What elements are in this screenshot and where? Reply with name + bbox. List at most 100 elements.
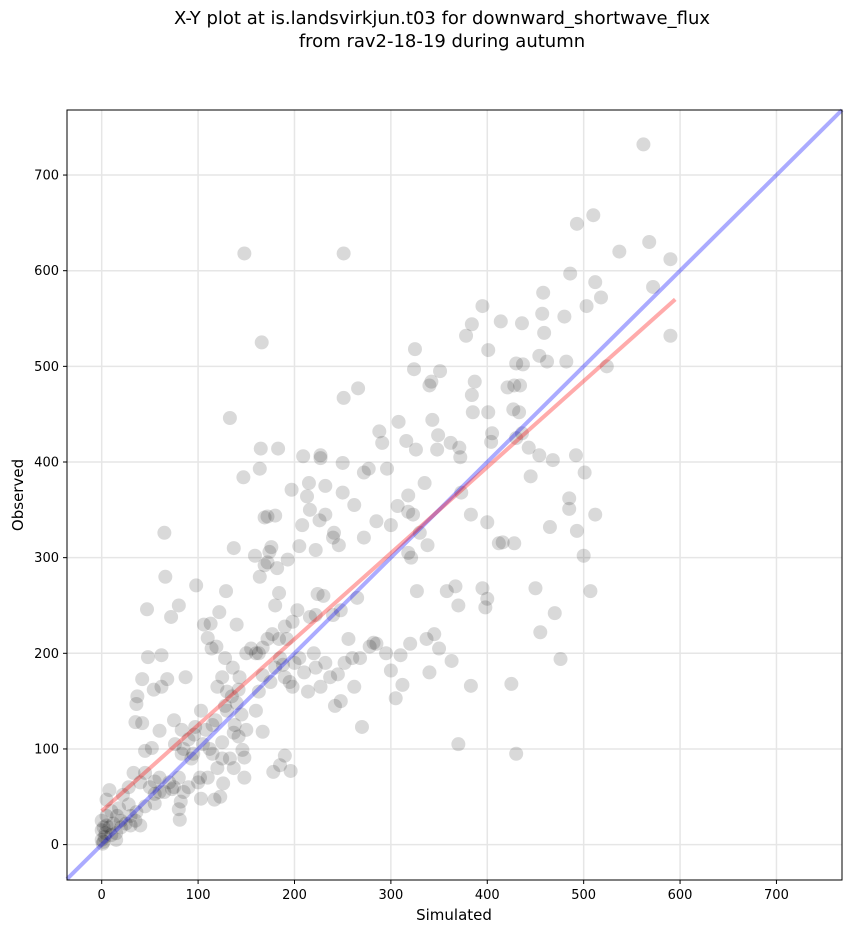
data-point xyxy=(331,538,346,553)
data-point xyxy=(504,676,519,691)
data-point xyxy=(285,614,300,629)
data-point xyxy=(292,651,307,666)
data-point xyxy=(401,545,416,560)
data-point xyxy=(636,137,651,152)
data-point xyxy=(448,579,463,594)
data-point xyxy=(152,785,167,799)
data-point xyxy=(409,584,424,599)
data-point xyxy=(252,461,267,476)
data-point xyxy=(147,796,162,811)
data-point xyxy=(204,641,219,656)
data-point xyxy=(226,541,241,556)
data-point xyxy=(514,316,529,331)
data-point xyxy=(118,816,133,831)
data-point xyxy=(212,605,227,620)
data-point xyxy=(140,650,155,665)
data-point xyxy=(403,636,418,651)
data-point xyxy=(318,507,333,522)
data-point xyxy=(481,405,496,420)
data-point xyxy=(252,569,267,584)
data-point xyxy=(424,374,439,389)
data-point xyxy=(138,743,153,758)
data-point xyxy=(164,609,179,624)
data-point xyxy=(165,782,180,797)
data-point xyxy=(232,670,247,685)
data-point xyxy=(167,737,182,752)
data-point xyxy=(412,525,427,540)
data-point xyxy=(323,670,338,685)
data-point xyxy=(297,665,312,680)
data-point xyxy=(453,450,468,465)
data-point xyxy=(275,657,290,672)
data-point xyxy=(96,820,111,835)
data-point xyxy=(612,244,627,259)
data-point xyxy=(588,507,603,522)
data-point xyxy=(569,216,584,231)
data-point xyxy=(231,682,246,697)
data-point xyxy=(210,761,225,776)
y-tick-label: 100 xyxy=(34,742,59,757)
data-point xyxy=(506,402,521,417)
data-point xyxy=(333,603,348,618)
data-point xyxy=(533,625,548,640)
data-point xyxy=(213,789,228,804)
data-point xyxy=(422,665,437,680)
data-point xyxy=(266,764,281,779)
data-point xyxy=(112,801,127,816)
data-point xyxy=(154,648,169,663)
data-point xyxy=(102,820,117,835)
data-point xyxy=(202,741,217,756)
data-point xyxy=(484,434,499,449)
data-point xyxy=(459,328,474,343)
data-point xyxy=(273,651,288,666)
data-point xyxy=(336,390,351,405)
data-point xyxy=(557,309,572,324)
data-point xyxy=(96,834,111,849)
data-point xyxy=(300,489,315,504)
data-point xyxy=(431,428,446,443)
data-point xyxy=(439,584,454,599)
data-point xyxy=(464,317,479,332)
data-point xyxy=(138,799,153,814)
data-point xyxy=(231,729,246,744)
data-point xyxy=(226,725,241,740)
data-point xyxy=(239,722,254,737)
data-point xyxy=(110,808,125,823)
data-point xyxy=(205,746,220,761)
data-point xyxy=(193,791,208,806)
data-point xyxy=(369,636,384,651)
x-tick-label: 500 xyxy=(571,888,596,903)
data-point xyxy=(162,775,177,790)
data-point xyxy=(200,770,215,785)
chart-title-line-2: from rav2-18-19 during autumn xyxy=(298,31,586,52)
data-point xyxy=(542,520,557,535)
data-point xyxy=(248,646,263,661)
data-point xyxy=(198,722,213,737)
data-point xyxy=(128,813,143,828)
data-point xyxy=(166,780,181,795)
data-point xyxy=(220,684,235,699)
data-point xyxy=(271,441,286,456)
data-point xyxy=(173,794,188,809)
data-point xyxy=(277,670,292,685)
data-point xyxy=(178,670,193,685)
data-point xyxy=(268,508,283,523)
data-point xyxy=(171,598,186,613)
data-point xyxy=(268,660,283,675)
data-point xyxy=(301,476,316,491)
x-axis-label: Simulated xyxy=(416,906,492,924)
data-point xyxy=(196,617,211,632)
data-point xyxy=(588,275,603,290)
data-point xyxy=(444,653,459,668)
data-point xyxy=(129,805,144,820)
data-point xyxy=(255,668,270,683)
x-tick-label: 700 xyxy=(764,888,789,903)
data-point xyxy=(171,770,186,785)
data-point xyxy=(222,751,237,766)
data-point xyxy=(152,770,167,785)
data-point xyxy=(451,737,466,752)
data-point xyxy=(318,478,333,493)
data-point xyxy=(215,670,230,685)
data-point xyxy=(532,348,547,363)
data-point xyxy=(102,783,117,798)
